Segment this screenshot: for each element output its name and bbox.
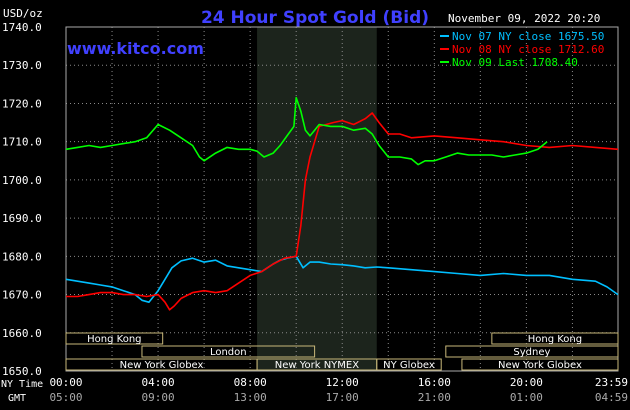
- x-tick-label-ny: 16:00: [418, 376, 451, 389]
- y-tick-label: 1730.0: [2, 59, 42, 72]
- session-bars: Hong Kong Hong Kong London Sydney New York G…: [65, 332, 619, 371]
- x-tick-label-ny: 23:59: [595, 376, 628, 389]
- y-axis-ticks: 1740.0 1730.0 1720.0 1710.0 1700.0 1690.0 1680…: [2, 21, 42, 378]
- session-bar: [376, 358, 442, 371]
- session-bar: [65, 332, 164, 345]
- row-label-ny: NY Time: [1, 379, 43, 390]
- session-label: Sydney: [513, 347, 550, 358]
- x-tick-label-gmt: 21:00: [418, 391, 451, 404]
- legend-entry: Nov 08 NY close 1712.60: [452, 43, 604, 56]
- chart-title: 24 Hour Spot Gold (Bid): [201, 8, 429, 28]
- x-tick-label-ny: 08:00: [234, 376, 267, 389]
- y-tick-label: 1690.0: [2, 212, 42, 225]
- y-tick-label: 1710.0: [2, 136, 42, 149]
- row-label-gmt: GMT: [8, 393, 26, 404]
- y-tick-label: 1670.0: [2, 289, 42, 302]
- session-bar: [141, 345, 316, 358]
- session-bar: [445, 345, 619, 358]
- x-tick-label-ny: 20:00: [510, 376, 543, 389]
- y-tick-label: 1660.0: [2, 327, 42, 340]
- x-tick-label-gmt: 01:00: [510, 391, 543, 404]
- session-label: New York NYMEX: [275, 360, 360, 371]
- legend-entry: Nov 09 Last 1708.40: [452, 56, 578, 69]
- y-axis-label: USD/oz: [3, 7, 43, 20]
- y-tick-label: 1680.0: [2, 250, 42, 263]
- y-tick-label: 1700.0: [2, 174, 42, 187]
- y-tick-label: 1740.0: [2, 21, 42, 34]
- x-tick-label-ny: 12:00: [326, 376, 359, 389]
- x-tick-label-gmt: 13:00: [234, 391, 267, 404]
- series-line-2: [65, 96, 548, 166]
- x-tick-label-gmt: 17:00: [326, 391, 359, 404]
- session-label: London: [210, 347, 247, 358]
- x-tick-label-ny: 00:00: [49, 376, 82, 389]
- session-bar: [461, 358, 619, 371]
- x-tick-label-gmt: 05:00: [49, 391, 82, 404]
- x-tick-label-gmt: 09:00: [142, 391, 175, 404]
- session-label: NY Globex: [383, 360, 435, 371]
- y-tick-label: 1650.0: [2, 365, 42, 378]
- watermark: www.kitco.com: [67, 39, 204, 58]
- x-axis-ticks: 00:00 05:00 04:00 09:00 08:00 13:00 12:00 17:00…: [49, 376, 628, 404]
- session-label: New York Globex: [120, 360, 204, 371]
- y-tick-label: 1720.0: [2, 97, 42, 110]
- timestamp: November 09, 2022 20:20: [448, 12, 600, 25]
- series-lines: [65, 96, 619, 311]
- plot-frame: [65, 26, 619, 372]
- x-tick-label-gmt: 04:59: [595, 391, 628, 404]
- series-line-1: [66, 112, 619, 311]
- session-label: Hong Kong: [528, 334, 582, 345]
- legend-entry: Nov 07 NY close 1675.50: [452, 30, 604, 43]
- session-label: Hong Kong: [87, 334, 141, 345]
- nymex-highlight-band: [257, 27, 377, 371]
- x-tick-label-ny: 04:00: [142, 376, 175, 389]
- session-bar: [491, 332, 619, 345]
- session-label: New York Globex: [498, 360, 582, 371]
